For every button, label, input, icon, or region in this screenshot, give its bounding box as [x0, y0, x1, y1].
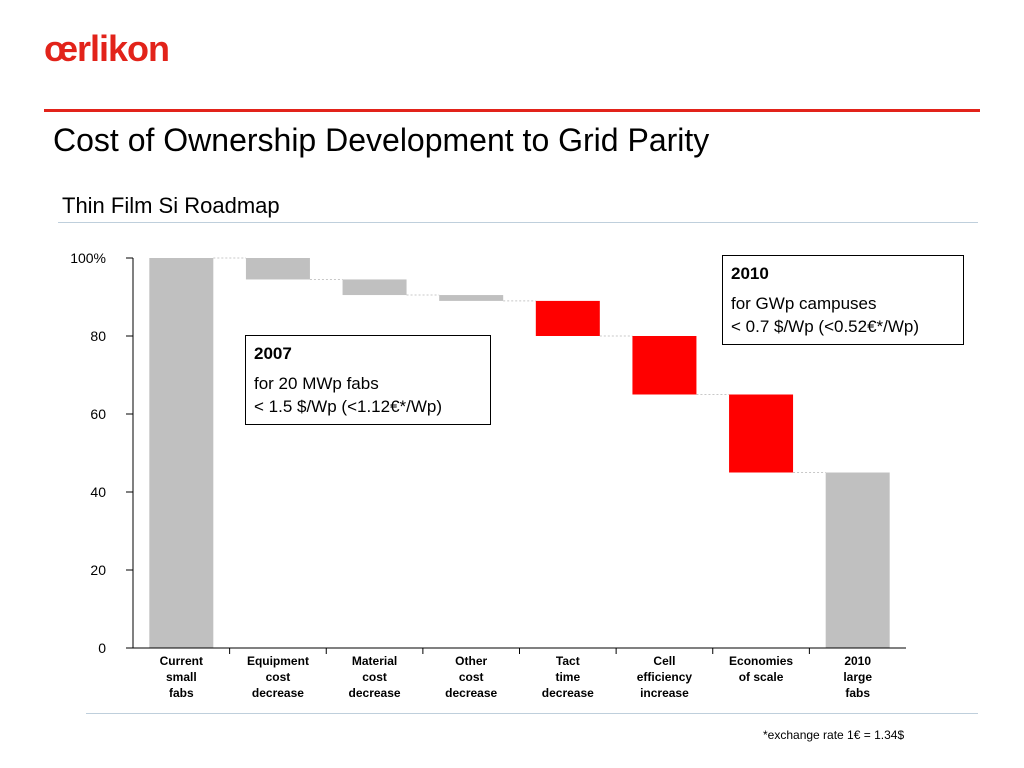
x-category-label: Material cost decrease — [349, 654, 401, 700]
subtitle-rule — [58, 222, 978, 223]
y-tick-label: 20 — [90, 562, 106, 578]
callout-2010-line1: for GWp campuses — [731, 294, 877, 313]
waterfall-bar — [149, 258, 214, 648]
exchange-rate-footnote: *exchange rate 1€ = 1.34$ — [763, 728, 905, 742]
callout-2007-year: 2007 — [254, 344, 292, 363]
x-category-label: Equipment cost decrease — [247, 654, 309, 700]
y-tick-label: 40 — [90, 484, 106, 500]
callout-2007-line1: for 20 MWp fabs — [254, 374, 379, 393]
y-tick-label: 80 — [90, 328, 106, 344]
callout-2010-year: 2010 — [731, 264, 769, 283]
slide-subtitle: Thin Film Si Roadmap — [62, 193, 280, 218]
y-tick-label: 100% — [70, 250, 106, 266]
waterfall-bar — [825, 472, 890, 648]
waterfall-bar — [439, 295, 504, 301]
x-category-label: Tact time decrease — [542, 654, 594, 700]
callout-2007-line2: < 1.5 $/Wp (<1.12€*/Wp) — [254, 397, 443, 416]
callout-2010: 2010 for GWp campuses < 0.7 $/Wp (<0.52€… — [722, 255, 964, 345]
slide-title: Cost of Ownership Development to Grid Pa… — [53, 122, 710, 158]
waterfall-bar — [729, 394, 794, 473]
x-category-label: Economies of scale — [729, 654, 793, 684]
callout-2007: 2007 for 20 MWp fabs < 1.5 $/Wp (<1.12€*… — [245, 335, 491, 425]
waterfall-bar — [632, 336, 697, 395]
callout-2010-line2: < 0.7 $/Wp (<0.52€*/Wp) — [731, 317, 920, 336]
y-tick-label: 0 — [98, 640, 106, 656]
waterfall-bar — [342, 279, 407, 296]
footer-rule — [86, 713, 978, 714]
x-category-label: Current small fabs — [160, 654, 203, 700]
x-category-label: Other cost decrease — [445, 654, 497, 700]
x-category-label: 2010 large fabs — [843, 654, 872, 700]
header-rule — [44, 109, 980, 112]
waterfall-bar — [245, 258, 310, 280]
waterfall-bar — [535, 300, 600, 336]
x-category-label: Cell efficiency increase — [637, 654, 693, 700]
oerlikon-logo: œrlikon — [44, 28, 170, 69]
y-tick-label: 60 — [90, 406, 106, 422]
